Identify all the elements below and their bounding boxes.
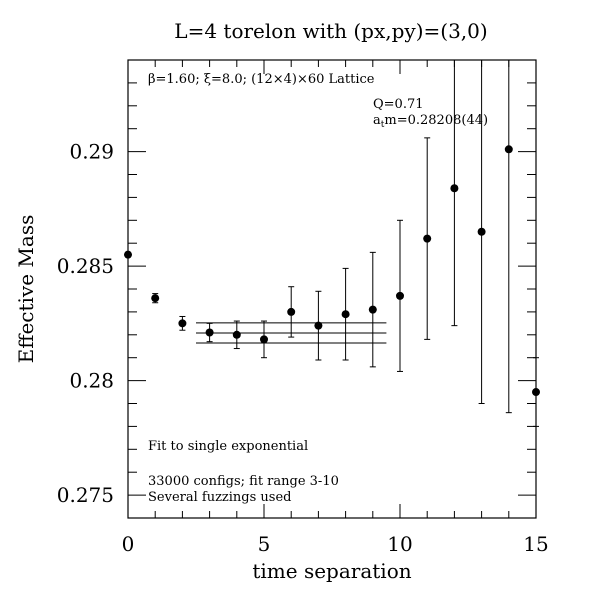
lattice-annotation: β=1.60; ξ=8.0; (12×4)×60 Lattice (148, 72, 375, 87)
y-axis-label: Effective Mass (14, 215, 38, 364)
q-annotation: Q=0.71 (373, 97, 424, 112)
data-point (232, 330, 241, 339)
x-tick-label: 15 (523, 532, 548, 556)
x-tick-label: 5 (258, 532, 271, 556)
y-tick-label: 0.28 (69, 369, 114, 393)
axis-ticks (127, 59, 537, 519)
configs-annotation: 33000 configs; fit range 3-10 (148, 474, 339, 489)
atm-prefix: a (373, 113, 381, 128)
data-point (178, 319, 187, 328)
y-tick-label: 0.29 (69, 140, 114, 164)
tick-labels: 0 5 10 15 0.275 0.28 0.285 0.29 (57, 140, 549, 556)
data-point (124, 250, 132, 259)
atm-subscript: t (381, 120, 385, 130)
atm-annotation: atm=0.28208(44) (373, 113, 488, 130)
fuzz-annotation: Several fuzzings used (148, 490, 292, 505)
data-point (368, 305, 377, 314)
data-point (260, 335, 268, 344)
data-point (504, 145, 513, 154)
data-point (532, 388, 540, 397)
x-axis-label: time separation (252, 559, 411, 583)
data-point (205, 328, 214, 337)
atm-suffix: m=0.28208(44) (384, 113, 488, 128)
data-points (124, 60, 540, 427)
data-point (477, 227, 486, 236)
data-point (151, 294, 160, 303)
y-tick-label: 0.275 (57, 483, 114, 507)
data-point (396, 291, 404, 300)
fit-label: Fit to single exponential (148, 439, 308, 454)
data-point (314, 321, 323, 330)
data-point (450, 184, 459, 193)
data-point (287, 307, 296, 316)
x-tick-label: 0 (122, 532, 135, 556)
y-tick-label: 0.285 (57, 254, 114, 278)
data-point (341, 310, 350, 319)
chart-title: L=4 torelon with (px,py)=(3,0) (174, 19, 487, 43)
x-tick-label: 10 (387, 532, 412, 556)
data-point (423, 234, 432, 243)
